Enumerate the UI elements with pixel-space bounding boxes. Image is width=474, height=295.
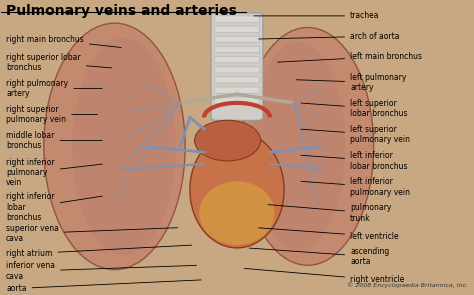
FancyBboxPatch shape <box>211 13 263 120</box>
Ellipse shape <box>195 120 261 161</box>
Text: pulmonary
trunk: pulmonary trunk <box>268 203 392 223</box>
Text: left ventricle: left ventricle <box>259 228 399 241</box>
FancyBboxPatch shape <box>214 97 260 104</box>
Text: right inferior
pulmonary
vein: right inferior pulmonary vein <box>6 158 102 187</box>
Ellipse shape <box>72 38 176 255</box>
Text: right main bronchus: right main bronchus <box>6 35 121 47</box>
Ellipse shape <box>251 42 346 251</box>
Text: left superior
pulmonary vein: left superior pulmonary vein <box>301 125 410 145</box>
Text: right inferior
lobar
bronchus: right inferior lobar bronchus <box>6 192 102 222</box>
FancyBboxPatch shape <box>214 46 260 53</box>
Text: Pulmonary veins and arteries: Pulmonary veins and arteries <box>6 4 237 18</box>
FancyBboxPatch shape <box>214 56 260 63</box>
FancyBboxPatch shape <box>214 16 260 22</box>
Ellipse shape <box>190 132 284 248</box>
Text: right superior lobar
bronchus: right superior lobar bronchus <box>6 53 112 72</box>
FancyBboxPatch shape <box>214 87 260 93</box>
Text: right ventricle: right ventricle <box>245 268 404 284</box>
Text: left superior
lobar bronchus: left superior lobar bronchus <box>301 99 408 118</box>
FancyBboxPatch shape <box>214 67 260 73</box>
Text: left pulmonary
artery: left pulmonary artery <box>296 73 407 92</box>
Text: ascending
aorta: ascending aorta <box>249 247 389 266</box>
Text: left inferior
pulmonary vein: left inferior pulmonary vein <box>301 177 410 197</box>
Ellipse shape <box>199 181 275 245</box>
Text: right superior
pulmonary vein: right superior pulmonary vein <box>6 105 98 124</box>
FancyBboxPatch shape <box>214 77 260 83</box>
Text: left inferior
lobar bronchus: left inferior lobar bronchus <box>301 151 408 171</box>
Text: arch of aorta: arch of aorta <box>259 32 400 41</box>
Text: superior vena
cava: superior vena cava <box>6 224 178 243</box>
Ellipse shape <box>242 27 374 265</box>
Text: trachea: trachea <box>254 12 380 20</box>
Text: aorta: aorta <box>6 280 201 293</box>
Text: left main bronchus: left main bronchus <box>277 52 422 62</box>
Text: © 2008 Encyclopaedia Britannica, Inc.: © 2008 Encyclopaedia Britannica, Inc. <box>347 283 468 289</box>
Text: inferior vena
cava: inferior vena cava <box>6 261 197 281</box>
Text: middle lobar
bronchus: middle lobar bronchus <box>6 131 102 150</box>
FancyBboxPatch shape <box>214 26 260 32</box>
Text: right atrium: right atrium <box>6 245 192 258</box>
FancyBboxPatch shape <box>214 36 260 42</box>
Text: right pulmonary
artery: right pulmonary artery <box>6 79 102 98</box>
Ellipse shape <box>44 23 185 270</box>
